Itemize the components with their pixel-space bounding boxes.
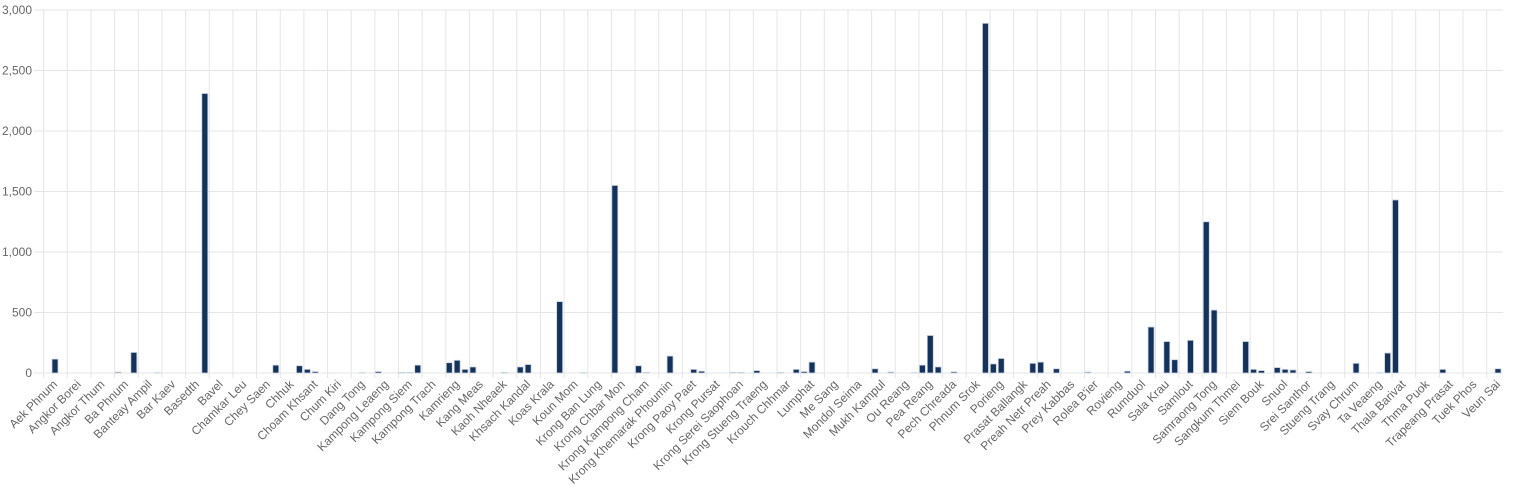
bar	[398, 371, 406, 374]
bar	[871, 368, 879, 374]
bar	[800, 371, 808, 374]
bar	[698, 370, 705, 374]
bar	[1384, 352, 1392, 374]
bar	[1281, 368, 1289, 374]
bar	[1352, 362, 1360, 374]
bar	[1289, 369, 1297, 374]
bar	[1163, 341, 1171, 374]
bar	[989, 363, 997, 374]
y-tick-label: 1,500	[2, 185, 32, 199]
bar	[1037, 361, 1045, 374]
bar	[272, 364, 280, 374]
bar	[635, 365, 642, 374]
bar	[1053, 368, 1060, 374]
bar	[1123, 370, 1131, 374]
bar	[303, 368, 311, 374]
bar	[414, 364, 422, 374]
bar	[1210, 309, 1218, 374]
bar	[1273, 367, 1281, 374]
bar	[406, 371, 414, 374]
bar	[1258, 370, 1265, 374]
bar	[1187, 339, 1194, 374]
y-tick-label: 500	[12, 306, 32, 320]
bar	[887, 371, 895, 374]
bar	[690, 368, 698, 374]
bar	[130, 352, 138, 374]
bar	[1494, 368, 1502, 374]
bar	[611, 185, 619, 374]
bar	[918, 364, 926, 374]
bar	[51, 358, 59, 374]
bar	[114, 371, 122, 374]
bar	[469, 366, 477, 374]
bar	[777, 371, 784, 374]
y-tick-label: 2,000	[2, 124, 32, 138]
bar	[1202, 221, 1210, 374]
bar	[666, 355, 674, 374]
bar	[934, 366, 942, 374]
bar	[737, 371, 745, 374]
bar	[374, 371, 382, 374]
bar	[445, 362, 453, 374]
bar	[524, 364, 532, 374]
bar	[311, 371, 319, 374]
bar	[729, 371, 737, 374]
bar	[296, 365, 303, 374]
bar	[1250, 368, 1257, 374]
bar	[950, 371, 958, 374]
bar	[1029, 362, 1037, 374]
bar	[1439, 368, 1447, 374]
bar	[1084, 371, 1092, 374]
y-tick-label: 1,000	[2, 245, 32, 259]
bar	[1242, 341, 1250, 374]
bar	[461, 368, 469, 374]
y-tick-label: 0	[25, 366, 32, 380]
bar	[997, 358, 1005, 374]
bar	[501, 371, 508, 374]
bar	[1147, 326, 1155, 374]
bar	[1305, 371, 1313, 374]
bar	[1392, 199, 1399, 374]
bar	[926, 335, 934, 374]
bar	[642, 371, 650, 374]
bar	[1171, 359, 1179, 374]
bar	[556, 301, 564, 374]
bar	[982, 22, 989, 374]
bar	[792, 368, 800, 374]
bar	[516, 366, 524, 374]
bar	[808, 361, 816, 374]
y-tick-label: 2,500	[2, 64, 32, 78]
bar	[453, 359, 461, 374]
bar	[201, 93, 209, 374]
y-tick-label: 3,000	[2, 3, 32, 17]
bar	[753, 370, 761, 374]
